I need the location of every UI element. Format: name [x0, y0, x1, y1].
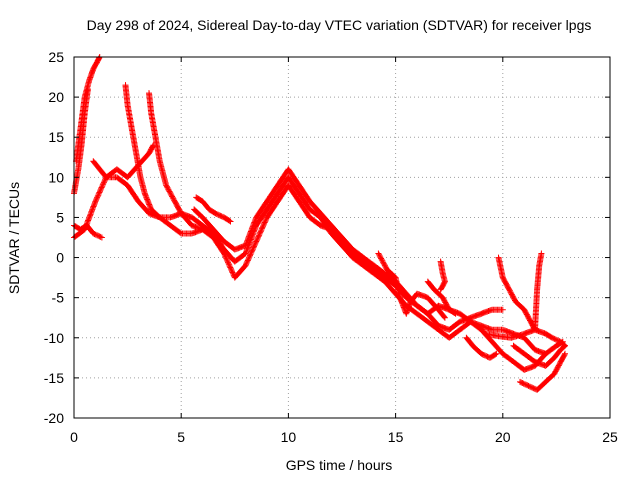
- series-track-q: [482, 326, 568, 349]
- x-tick-label: 25: [602, 429, 618, 445]
- series-track-n: [495, 250, 545, 333]
- series-markers: [437, 258, 448, 293]
- series-markers: [73, 54, 103, 165]
- series-track-h: [193, 194, 234, 225]
- series-markers: [122, 82, 549, 357]
- x-tick-label: 0: [70, 429, 78, 445]
- series-markers: [517, 350, 568, 393]
- series-track-l: [437, 258, 448, 293]
- y-tick-label: -5: [52, 290, 65, 306]
- plot-frame: [73, 56, 611, 419]
- x-tick-label: 20: [495, 429, 511, 445]
- series-markers: [510, 342, 568, 369]
- x-tick-label: 15: [388, 429, 404, 445]
- series-track-m: [463, 334, 500, 361]
- series-track-p: [510, 342, 568, 369]
- data-points: [71, 54, 568, 393]
- series-markers: [424, 278, 459, 317]
- series-markers: [193, 194, 234, 225]
- y-tick-label: 20: [48, 89, 64, 105]
- series-track-k: [424, 278, 459, 317]
- series-markers: [463, 334, 500, 361]
- y-tick-label: -10: [44, 330, 64, 346]
- series-track-j: [375, 250, 448, 321]
- y-tick-label: -15: [44, 370, 64, 386]
- x-tick-label: 10: [281, 429, 297, 445]
- y-tick-label: 15: [48, 129, 64, 145]
- series-track-f: [122, 82, 549, 357]
- series-track-o: [517, 350, 568, 393]
- x-axis-label: GPS time / hours: [286, 457, 393, 473]
- y-tick-label: 25: [48, 49, 64, 65]
- series-markers: [191, 166, 566, 373]
- series-track-i: [191, 166, 566, 373]
- grid: [74, 57, 610, 418]
- y-tick-label: 10: [48, 169, 64, 185]
- axis-ticks: 0 5 10 15 20 25 -20 -15 -10 -5 0 5 10 15 20 25: [44, 49, 618, 445]
- x-tick-label: 5: [177, 429, 185, 445]
- series-track-b: [73, 54, 103, 165]
- y-tick-label: 5: [56, 209, 64, 225]
- y-tick-label: -20: [44, 410, 64, 426]
- series-markers: [495, 250, 545, 333]
- series-markers: [375, 250, 448, 321]
- series-markers: [482, 326, 568, 349]
- chart-title: Day 298 of 2024, Sidereal Day-to-day VTE…: [87, 17, 592, 33]
- y-tick-label: 0: [56, 250, 64, 266]
- y-axis-label: SDTVAR / TECUs: [6, 182, 22, 294]
